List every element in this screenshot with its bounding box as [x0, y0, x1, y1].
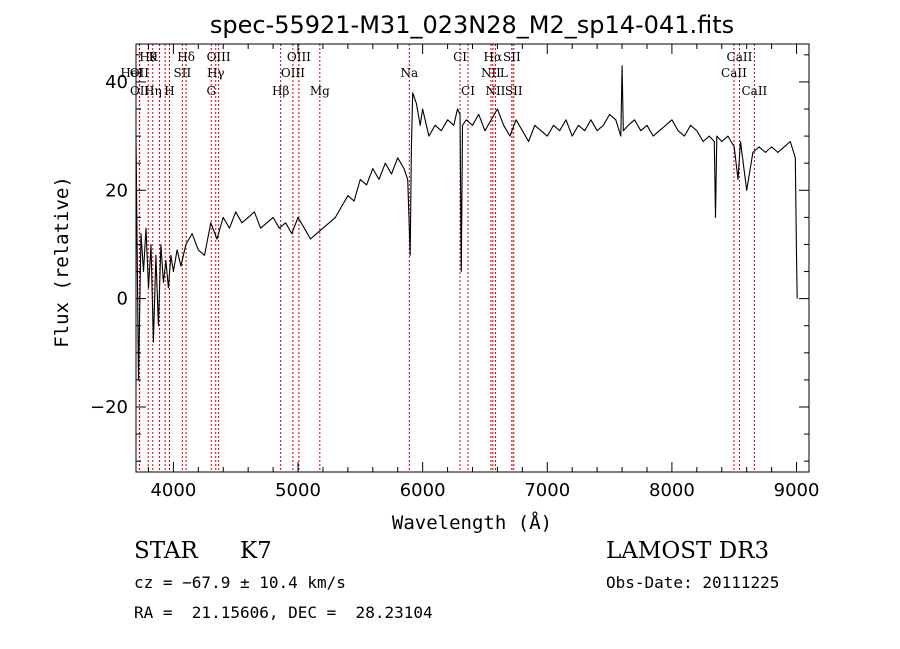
line-labels-layer: Hθ OII OII K Hδ HeI SII Hη H OIII Hγ G OIII OIII Hβ Mg N…: [120, 50, 767, 98]
line-label-24: SII: [505, 84, 523, 98]
x-tick-label-3: 7000: [524, 480, 570, 501]
line-label-2: OII: [130, 84, 150, 98]
line-label-7: Hη: [144, 84, 162, 98]
line-label-9: OIII: [207, 50, 231, 64]
line-label-25: CaII: [727, 50, 753, 64]
line-label-1: OII: [130, 66, 150, 80]
line-markers-layer: [138, 44, 755, 472]
x-axis-label: Wavelength (Å): [392, 511, 552, 534]
line-label-15: Mg: [310, 84, 330, 98]
line-label-16: Na: [400, 66, 418, 80]
object-class: STAR: [134, 538, 198, 564]
line-label-6: SII: [174, 66, 192, 80]
line-label-12: OIII: [287, 50, 311, 64]
ra-dec-coordinates: RA = 21.15606, DEC = 28.23104: [134, 603, 433, 622]
x-tick-label-2: 6000: [400, 480, 446, 501]
x-tick-label-4: 8000: [649, 480, 695, 501]
line-label-23: NII: [485, 84, 505, 98]
line-label-26: CaII: [721, 66, 747, 80]
survey-name: LAMOST DR3: [606, 538, 770, 564]
line-label-18: CI: [461, 84, 475, 98]
y-tick-label-1: 0: [117, 289, 128, 310]
y-axis-label: Flux (relative): [51, 176, 73, 348]
line-label-0: Hθ: [139, 50, 157, 64]
line-label-13: OIII: [281, 66, 305, 80]
plot-frame: [135, 43, 810, 473]
spectrum-layer: [135, 65, 798, 381]
spectrum-series-0: [135, 65, 798, 381]
line-label-8: H: [164, 84, 174, 98]
x-tick-label-0: 4000: [150, 480, 196, 501]
x-tick-label-1: 5000: [275, 480, 321, 501]
y-tick-label-0: −20: [90, 397, 128, 418]
chart-title: spec-55921-M31_023N28_M2_sp14-041.fits: [210, 11, 734, 39]
y-tick-label-2: 20: [105, 180, 128, 201]
line-label-22: L: [500, 66, 508, 80]
line-label-14: Hβ: [272, 84, 289, 98]
line-label-11: G: [206, 84, 216, 98]
axis-ticks-layer: 4000 5000 6000 7000 8000 9000 −20 0 20 40: [90, 44, 819, 501]
y-tick-label-3: 40: [105, 72, 128, 93]
observation-date: Obs-Date: 20111225: [606, 573, 780, 592]
line-label-3: K: [149, 50, 159, 64]
line-label-4: Hδ: [177, 50, 195, 64]
x-tick-label-5: 9000: [774, 480, 820, 501]
redshift-cz: cz = −67.9 ± 10.4 km/s: [134, 573, 346, 592]
line-label-19: Hα: [484, 50, 503, 64]
line-label-17: CI: [453, 50, 467, 64]
line-label-21: NII: [481, 66, 501, 80]
object-subclass: K7: [240, 538, 272, 564]
line-label-5: HeI: [120, 66, 143, 80]
line-label-10: Hγ: [207, 66, 225, 80]
line-label-20: SII: [503, 50, 521, 64]
line-label-27: CaII: [741, 84, 767, 98]
